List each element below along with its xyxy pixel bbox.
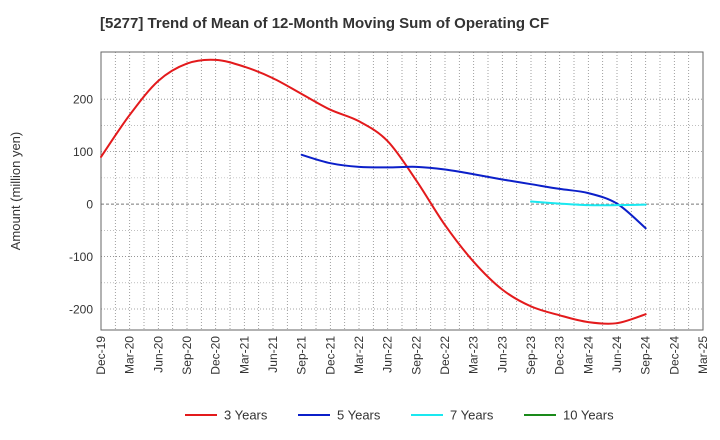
- x-tick-label: Sep-21: [295, 336, 309, 375]
- y-tick-label: -100: [69, 250, 93, 264]
- series-line-5-years: [300, 153, 647, 230]
- series-line-3-years: [100, 58, 647, 325]
- x-tick-label: Sep-23: [524, 336, 538, 375]
- x-tick-label: Dec-24: [667, 336, 681, 375]
- x-tick-label: Dec-23: [553, 336, 567, 375]
- y-axis-ticks: -200 -100 0 100 200: [69, 93, 93, 317]
- x-tick-label: Dec-22: [438, 336, 452, 375]
- plot-area: [100, 51, 704, 331]
- y-tick-label: 200: [73, 93, 93, 107]
- x-tick-label: Dec-19: [94, 336, 108, 375]
- x-tick-label: Sep-24: [639, 336, 653, 375]
- x-tick-label: Jun-23: [495, 336, 509, 373]
- legend-label-3-years: 3 Years: [224, 408, 268, 423]
- x-tick-label: Sep-20: [180, 336, 194, 375]
- x-tick-label: Jun-20: [151, 336, 165, 373]
- legend-label-10-years: 10 Years: [563, 408, 614, 423]
- legend-label-5-years: 5 Years: [337, 408, 381, 423]
- x-tick-label: Mar-20: [123, 336, 137, 374]
- y-tick-label: 0: [86, 198, 93, 212]
- series-line-7-years: [530, 200, 647, 207]
- x-tick-label: Jun-22: [381, 336, 395, 373]
- chart-title: [5277] Trend of Mean of 12-Month Moving …: [100, 15, 549, 32]
- y-tick-label: 100: [73, 145, 93, 159]
- x-tick-label: Jun-21: [266, 336, 280, 373]
- x-tick-label: Mar-21: [237, 336, 251, 374]
- x-tick-label: Mar-25: [696, 336, 710, 374]
- horizontal-gridlines: [101, 98, 703, 310]
- x-axis-ticks: Dec-19 Mar-20 Jun-20 Sep-20 Dec-20 Mar-21 Jun-…: [94, 336, 710, 375]
- series-layer: [100, 58, 647, 325]
- y-tick-label: -200: [69, 303, 93, 317]
- legend-label-7-years: 7 Years: [450, 408, 494, 423]
- x-tick-label: Mar-22: [352, 336, 366, 374]
- y-axis-label: Amount (million yen): [8, 132, 23, 251]
- legend: 3 Years 5 Years 7 Years 10 Years: [185, 408, 614, 423]
- x-tick-label: Mar-24: [581, 336, 595, 374]
- x-tick-label: Sep-22: [409, 336, 423, 375]
- x-tick-label: Dec-21: [323, 336, 337, 375]
- x-tick-label: Dec-20: [209, 336, 223, 375]
- x-tick-label: Mar-23: [467, 336, 481, 374]
- plot-border: [100, 51, 704, 331]
- x-tick-label: Jun-24: [610, 336, 624, 373]
